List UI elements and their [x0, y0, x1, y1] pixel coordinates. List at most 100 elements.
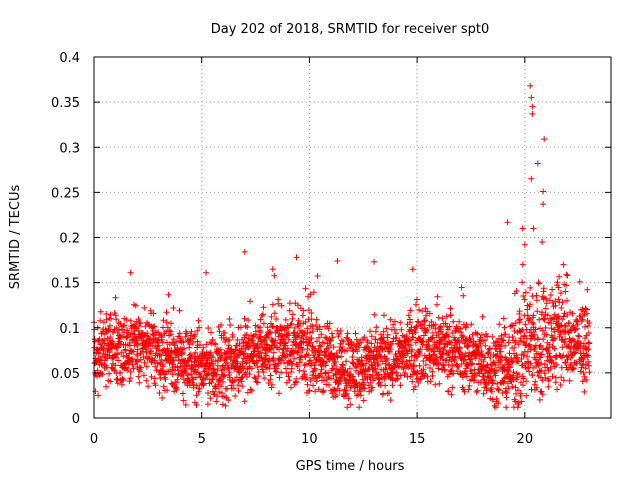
data-point [500, 337, 507, 344]
data-point [389, 368, 396, 375]
data-point [243, 359, 250, 366]
data-point [307, 291, 314, 298]
data-point [285, 373, 292, 380]
data-point [286, 300, 293, 307]
data-point [103, 383, 109, 390]
data-point [192, 331, 199, 338]
data-point [136, 379, 143, 386]
data-point [263, 352, 270, 359]
data-point [461, 340, 468, 347]
data-point [463, 321, 470, 328]
data-point [581, 373, 588, 380]
data-point [124, 333, 131, 340]
data-point [180, 339, 187, 346]
data-point [116, 327, 122, 334]
data-point [155, 337, 162, 344]
data-point [332, 358, 339, 365]
data-point [435, 365, 442, 372]
data-point [114, 380, 121, 387]
data-point [554, 279, 561, 286]
data-point [578, 362, 585, 369]
data-point [560, 352, 567, 359]
data-point [141, 304, 148, 311]
data-point [270, 323, 276, 330]
data-point [397, 382, 404, 389]
data-point [271, 310, 278, 317]
data-point [313, 322, 320, 328]
data-point [459, 374, 466, 381]
data-point [353, 379, 360, 386]
data-point [570, 364, 577, 371]
data-point [518, 398, 525, 405]
data-point [213, 371, 220, 378]
data-point [449, 384, 456, 391]
data-point [291, 325, 298, 331]
data-point [316, 342, 323, 349]
data-point [536, 280, 542, 287]
data-point [258, 312, 265, 319]
data-point [521, 332, 528, 339]
data-point [289, 360, 296, 367]
data-point [222, 338, 229, 345]
data-point [97, 317, 104, 324]
data-point [559, 344, 566, 351]
data-point [214, 362, 221, 369]
data-point [105, 326, 112, 333]
data-point [103, 311, 110, 317]
data-point [489, 333, 496, 340]
data-point [460, 357, 467, 364]
data-point [101, 357, 108, 364]
data-point [433, 354, 440, 361]
data-point [288, 384, 294, 391]
data-point [392, 318, 398, 325]
data-point [256, 334, 263, 341]
data-point [294, 321, 301, 328]
data-point [532, 378, 539, 385]
data-point [542, 375, 549, 381]
data-point [402, 370, 409, 376]
data-point [168, 380, 175, 387]
data-point [242, 369, 249, 376]
data-point [439, 361, 446, 368]
data-point [542, 305, 549, 312]
data-point [253, 331, 259, 338]
data-point [285, 330, 292, 337]
data-point [534, 160, 541, 167]
data-point [328, 350, 335, 357]
data-point [217, 346, 224, 353]
data-point [127, 269, 134, 276]
data-point [216, 328, 223, 335]
data-point [403, 358, 410, 365]
data-point [226, 371, 232, 378]
data-point [275, 300, 282, 307]
data-point [226, 316, 233, 322]
data-point [461, 388, 468, 395]
data-point [447, 312, 454, 319]
data-point [527, 301, 533, 308]
data-point [99, 371, 106, 378]
data-point [517, 316, 524, 323]
data-point [173, 386, 180, 393]
data-point [182, 401, 189, 408]
data-point [443, 331, 450, 338]
data-point [197, 341, 203, 348]
data-point [205, 390, 211, 396]
data-point [523, 392, 530, 399]
data-point [462, 337, 469, 344]
data-point [510, 369, 517, 376]
data-point [420, 366, 427, 373]
data-point [248, 365, 255, 372]
data-point [544, 312, 551, 319]
data-point [382, 366, 389, 373]
data-point [546, 341, 553, 348]
data-point [371, 311, 378, 318]
data-point [523, 378, 530, 385]
data-point [580, 369, 587, 376]
data-point [257, 316, 264, 323]
data-point [478, 332, 485, 338]
data-point [536, 396, 543, 403]
data-point [493, 395, 500, 402]
x-tick-label: 10 [301, 432, 318, 447]
data-point [529, 110, 536, 117]
data-point [389, 382, 396, 389]
